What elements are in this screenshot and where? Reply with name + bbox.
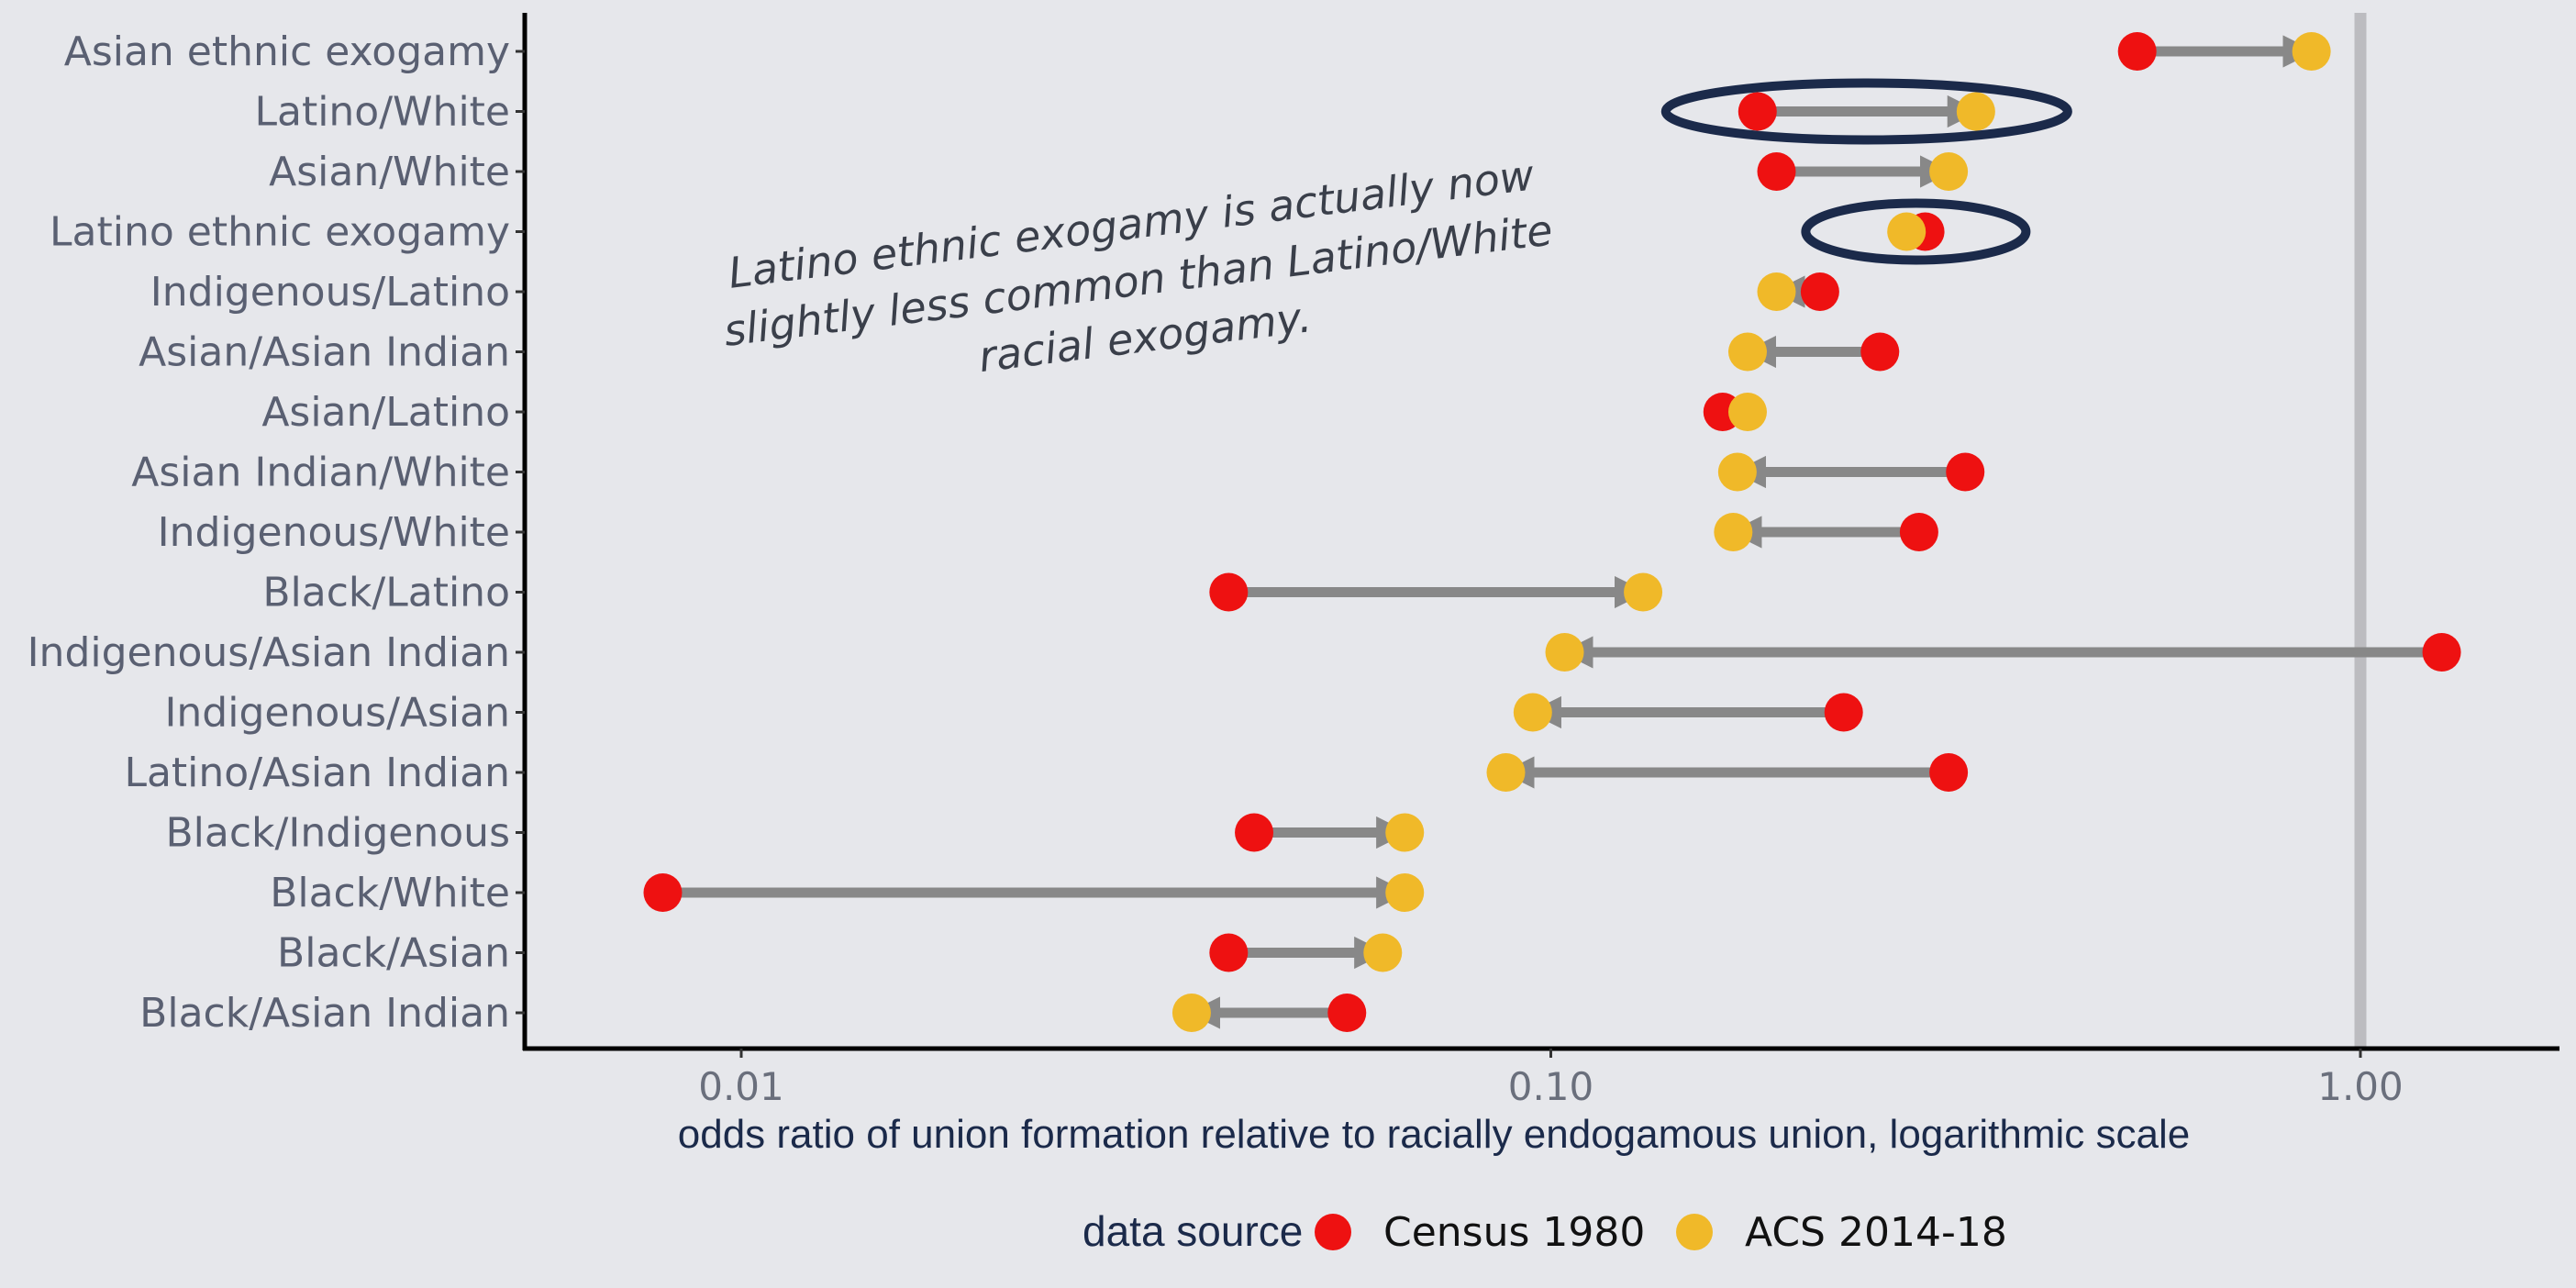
category-label-black-asian-indian: Black/Asian Indian [139, 990, 510, 1037]
category-label-latino-white: Latino/White [254, 89, 510, 136]
label-layer: 0.01 0.10 1.00 Asian ethnic exogamy Latino/W… [28, 28, 2404, 1109]
point-census-1980-indigenous-latino [1800, 272, 1839, 311]
x-axis-label: odds ratio of union formation relative t… [678, 1112, 2190, 1157]
point-acs-2014-18-black-asian-indian [1171, 994, 1211, 1032]
point-acs-2014-18-indigenous-asian [1513, 693, 1552, 732]
point-census-1980-latino-white [1738, 92, 1777, 131]
category-label-black-white: Black/White [270, 870, 510, 916]
point-census-1980-black-indigenous [1235, 813, 1274, 852]
point-layer [643, 32, 2461, 1032]
category-label-asian-ethnic-exogamy: Asian ethnic exogamy [64, 28, 510, 75]
point-census-1980-black-latino [1209, 572, 1249, 612]
category-label-latino-asian-indian: Latino/Asian Indian [124, 749, 510, 796]
point-census-1980-latino-asian-indian [1929, 753, 1969, 792]
point-acs-2014-18-black-indigenous [1385, 813, 1425, 852]
point-census-1980-black-asian [1209, 933, 1249, 972]
point-acs-2014-18-black-white [1385, 873, 1425, 912]
category-label-asian-indian-white: Asian Indian/White [131, 450, 510, 496]
legend-title: data source [1083, 1207, 1303, 1255]
x-tick-label: 0.10 [1508, 1064, 1594, 1109]
point-census-1980-asian-asian-indian [1860, 332, 1900, 372]
point-acs-2014-18-asian-latino [1727, 393, 1767, 431]
legend-label-census-1980: Census 1980 [1383, 1209, 1645, 1256]
category-label-indigenous-asian-indian: Indigenous/Asian Indian [28, 629, 510, 676]
point-census-1980-black-asian-indian [1327, 994, 1367, 1032]
point-census-1980-indigenous-white [1899, 513, 1938, 551]
legend: data source Census 1980 ACS 2014-18 [1083, 1207, 2007, 1256]
point-census-1980-asian-white [1757, 152, 1796, 191]
highlight-ellipse-latino-ethnic-exogamy [1801, 198, 2031, 265]
point-acs-2014-18-indigenous-latino [1757, 272, 1796, 311]
point-census-1980-black-white [643, 873, 683, 912]
point-acs-2014-18-indigenous-asian-indian [1545, 633, 1584, 672]
x-tick-label: 0.01 [698, 1064, 784, 1109]
category-label-asian-latino: Asian/Latino [261, 389, 510, 436]
point-acs-2014-18-asian-ethnic-exogamy [2292, 32, 2331, 71]
highlight-ellipse-latino-white [1660, 78, 2072, 145]
point-census-1980-indigenous-asian [1824, 693, 1863, 732]
category-label-asian-asian-indian: Asian/Asian Indian [139, 329, 510, 376]
highlight-layer [1660, 78, 2072, 265]
point-census-1980-asian-ethnic-exogamy [2117, 32, 2157, 71]
point-census-1980-indigenous-asian-indian [2422, 633, 2461, 672]
point-acs-2014-18-latino-white [1956, 92, 1995, 131]
point-acs-2014-18-asian-asian-indian [1727, 332, 1767, 372]
point-census-1980-asian-indian-white [1946, 452, 1985, 492]
category-label-indigenous-white: Indigenous/White [158, 509, 510, 556]
legend-key-acs-2014-18 [1676, 1214, 1713, 1250]
point-acs-2014-18-black-latino [1624, 572, 1663, 612]
legend-label-acs-2014-18: ACS 2014-18 [1745, 1209, 2007, 1256]
point-acs-2014-18-latino-asian-indian [1486, 753, 1526, 792]
category-label-indigenous-latino: Indigenous/Latino [150, 269, 510, 316]
point-acs-2014-18-asian-indian-white [1717, 452, 1757, 492]
point-acs-2014-18-asian-white [1929, 152, 1969, 191]
point-acs-2014-18-black-asian [1363, 933, 1403, 972]
point-acs-2014-18-indigenous-white [1714, 513, 1753, 551]
legend-key-census-1980 [1315, 1214, 1351, 1250]
category-label-black-latino: Black/Latino [262, 570, 510, 616]
category-label-asian-white: Asian/White [269, 149, 510, 195]
annotation: Latino ethnic exogamy is actually nowsli… [721, 150, 1555, 382]
category-label-indigenous-asian: Indigenous/Asian [164, 690, 510, 737]
point-acs-2014-18-latino-ethnic-exogamy [1887, 212, 1926, 251]
category-label-black-indigenous: Black/Indigenous [165, 810, 510, 857]
category-label-latino-ethnic-exogamy: Latino ethnic exogamy [50, 209, 510, 256]
x-tick-label: 1.00 [2317, 1064, 2404, 1109]
arrow-layer [662, 35, 2442, 1029]
category-label-black-asian: Black/Asian [277, 930, 510, 977]
axis-layer [516, 13, 2559, 1058]
